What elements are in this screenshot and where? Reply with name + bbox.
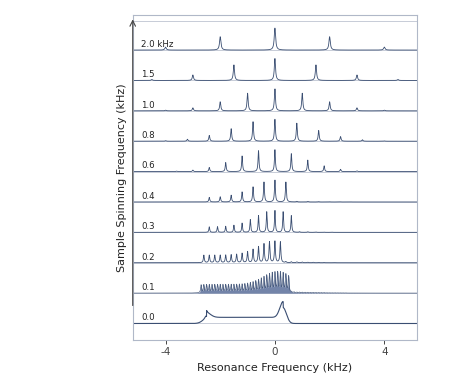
Text: 0.6: 0.6 (141, 161, 155, 170)
Text: 1.5: 1.5 (141, 70, 155, 79)
X-axis label: Resonance Frequency (kHz): Resonance Frequency (kHz) (197, 363, 353, 373)
Text: 1.0: 1.0 (141, 101, 155, 110)
Text: 0.8: 0.8 (141, 131, 155, 140)
Y-axis label: Sample Spinning Frequency (kHz): Sample Spinning Frequency (kHz) (117, 83, 127, 272)
Text: 2.0 kHz: 2.0 kHz (141, 40, 173, 49)
Text: 0.0: 0.0 (141, 313, 155, 322)
Text: 0.1: 0.1 (141, 283, 155, 292)
Text: 0.2: 0.2 (141, 253, 155, 262)
Text: 0.3: 0.3 (141, 222, 155, 231)
Text: 0.4: 0.4 (141, 192, 155, 201)
